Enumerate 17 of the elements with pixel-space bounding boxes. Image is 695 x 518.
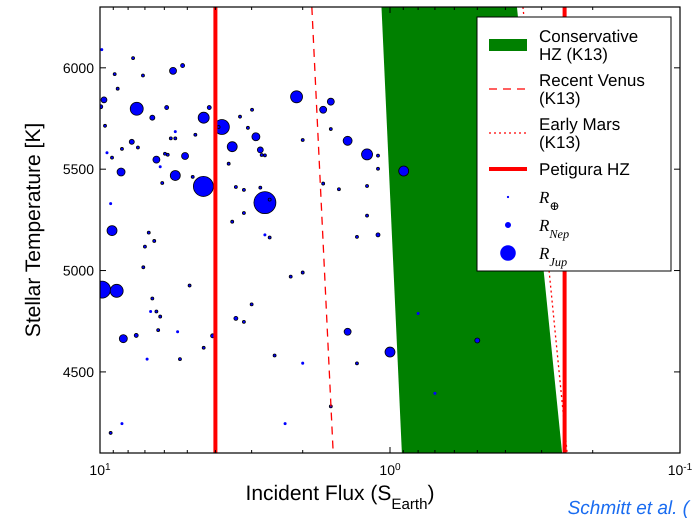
- y-axis-title: Stellar Temperature [K]: [22, 122, 45, 338]
- legend-label: R$_{⊕}$: [538, 188, 560, 213]
- legend-label: R$_{Nep}$: [538, 216, 570, 241]
- legend-label: R$_{Jup}$: [538, 244, 568, 269]
- legend-label: Conservative HZ (K13): [539, 27, 638, 64]
- legend-label: Early Mars (K13): [539, 115, 620, 152]
- legend-label: Petigura HZ: [539, 160, 630, 179]
- x-tick-label: 10$^{-1}$: [668, 462, 693, 478]
- legend-label: Recent Venus (K13): [539, 71, 645, 108]
- text: Schmitt et al. (: [568, 498, 691, 518]
- y-tick-label: 5000: [62, 262, 94, 279]
- y-tick-label: 6000: [62, 60, 94, 76]
- y-tick-label: 5500: [62, 161, 94, 178]
- x-tick-label: 10$^{1}$: [89, 462, 111, 478]
- y-tick-label: 4500: [62, 364, 94, 380]
- x-axis-title: Incident Flux (S$_{Earth}$): [245, 482, 435, 512]
- x-tick-label: 10$^{0}$: [379, 462, 401, 478]
